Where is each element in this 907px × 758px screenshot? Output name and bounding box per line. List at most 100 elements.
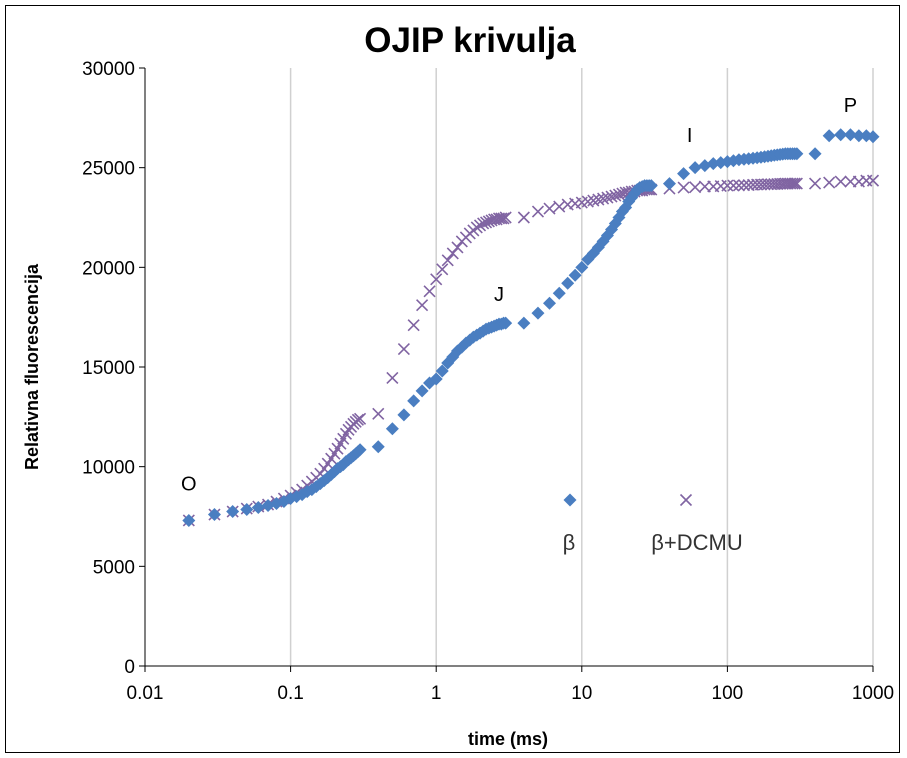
point-beta — [415, 384, 429, 398]
point-beta — [397, 408, 411, 422]
annotations: O J I P — [181, 95, 857, 496]
point-beta-dcmu — [823, 176, 836, 189]
legend-marker-beta-dcmu — [679, 493, 693, 507]
point-beta-dcmu — [446, 247, 459, 260]
point-beta-dcmu — [808, 177, 822, 190]
point-beta — [808, 147, 822, 161]
point-beta-dcmu — [499, 211, 512, 224]
y-tick-labels: 0 5000 10000 15000 20000 25000 30000 — [82, 59, 135, 678]
point-beta-dcmu — [407, 319, 420, 332]
legend-marker-beta — [563, 493, 577, 507]
point-beta-dcmu — [485, 214, 498, 227]
series-beta — [182, 128, 880, 527]
y-tick-label: 15000 — [82, 358, 135, 379]
point-beta — [499, 316, 513, 330]
axes — [139, 67, 874, 672]
point-beta-dcmu — [517, 211, 530, 224]
point-beta-dcmu — [397, 342, 410, 356]
point-beta-dcmu — [601, 191, 614, 204]
point-beta — [531, 306, 545, 320]
point-beta-dcmu — [386, 371, 399, 385]
point-beta — [385, 422, 399, 436]
point-beta-dcmu — [587, 194, 600, 207]
point-beta-dcmu — [737, 179, 751, 192]
x-tick-label: 1 — [431, 683, 442, 704]
point-beta-dcmu — [416, 299, 429, 312]
point-beta-dcmu — [351, 413, 364, 426]
point-beta — [371, 440, 385, 454]
x-tick-label: 10 — [571, 683, 592, 704]
x-axis-label: time (ms) — [468, 729, 548, 749]
point-beta-dcmu — [372, 407, 385, 420]
point-beta — [251, 501, 265, 515]
point-beta — [517, 316, 531, 330]
y-tick-label: 20000 — [82, 258, 135, 279]
point-beta-dcmu — [834, 175, 847, 188]
x-tick-labels: 0.01 0.1 1 10 100 1000 — [127, 683, 895, 704]
annotation-i: I — [687, 125, 693, 147]
point-beta-dcmu — [430, 273, 443, 286]
chart-title: OJIP krivulja — [364, 21, 576, 60]
data-points — [182, 128, 880, 527]
point-beta — [561, 276, 575, 290]
point-beta-dcmu — [612, 188, 626, 201]
legend: β β+DCMU — [563, 493, 743, 555]
point-beta-dcmu — [727, 179, 740, 192]
point-beta-dcmu — [531, 205, 545, 218]
point-beta — [182, 513, 196, 527]
point-beta-dcmu — [441, 254, 454, 267]
point-beta-dcmu — [788, 177, 801, 190]
point-beta — [353, 443, 367, 457]
point-beta — [644, 179, 658, 193]
y-tick-label: 5000 — [93, 557, 135, 578]
y-axis-label: Relativna fluorescencija — [22, 263, 42, 470]
point-beta-dcmu — [423, 285, 436, 298]
point-beta — [435, 364, 449, 378]
point-beta-dcmu — [721, 179, 734, 192]
chart-frame — [5, 5, 900, 753]
point-beta — [866, 130, 880, 144]
point-beta — [552, 286, 566, 300]
point-beta — [688, 161, 702, 175]
x-tick-label: 100 — [712, 683, 744, 704]
point-beta — [852, 129, 866, 143]
point-beta-dcmu — [605, 190, 618, 203]
point-beta — [542, 296, 556, 310]
point-beta — [662, 177, 676, 191]
point-beta-dcmu — [732, 179, 745, 192]
series-beta-dcmu — [182, 174, 880, 527]
y-tick-label: 30000 — [82, 59, 135, 80]
point-beta-dcmu — [790, 177, 803, 190]
annotation-p: P — [844, 95, 857, 117]
point-beta-dcmu — [470, 221, 483, 234]
point-beta — [429, 372, 443, 386]
point-beta — [407, 394, 421, 408]
point-beta-dcmu — [451, 241, 464, 254]
point-beta — [568, 268, 582, 282]
point-beta — [575, 260, 589, 274]
point-beta — [677, 167, 691, 181]
point-beta-dcmu — [866, 174, 880, 187]
point-beta-dcmu — [543, 202, 556, 215]
point-beta — [790, 147, 804, 161]
x-tick-label: 1000 — [852, 683, 894, 704]
x-tick-label: 0.01 — [127, 683, 164, 704]
point-beta-dcmu — [786, 177, 799, 190]
point-beta — [240, 503, 254, 517]
legend-label-beta: β — [563, 530, 576, 555]
point-beta — [843, 128, 857, 142]
point-beta — [822, 129, 836, 143]
annotation-j: J — [494, 284, 504, 306]
point-beta — [608, 216, 622, 230]
point-beta — [207, 508, 221, 522]
legend-label-beta-dcmu: β+DCMU — [651, 530, 743, 555]
y-tick-label: 25000 — [82, 159, 135, 180]
point-beta-dcmu — [592, 193, 605, 206]
point-beta — [834, 128, 848, 142]
point-beta-dcmu — [436, 263, 449, 276]
point-beta-dcmu — [354, 412, 367, 425]
point-beta-dcmu — [689, 181, 702, 194]
point-beta-dcmu — [553, 200, 566, 213]
point-beta-dcmu — [495, 212, 508, 225]
